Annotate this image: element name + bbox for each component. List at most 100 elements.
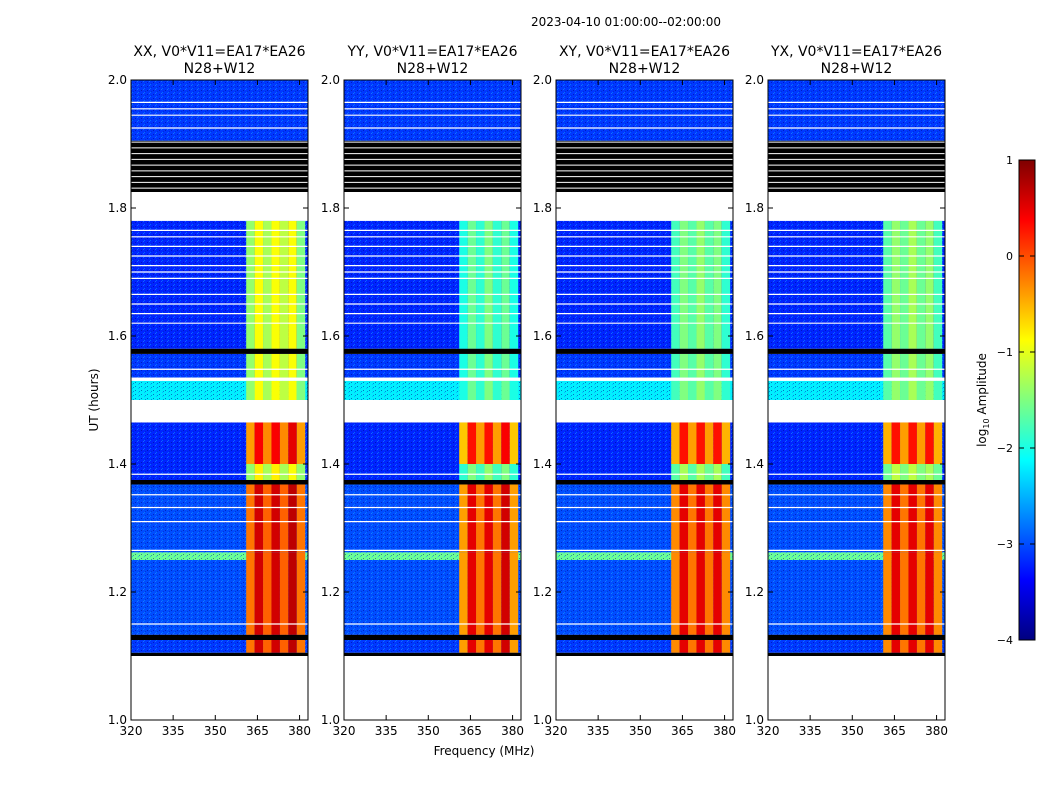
- x-tick-label: 320: [757, 724, 780, 738]
- rfi-band: [704, 380, 714, 400]
- flagged-region: [768, 652, 945, 656]
- panel-plot-area: [344, 80, 521, 720]
- rfi-band: [484, 422, 493, 464]
- rfi-band: [296, 552, 306, 560]
- rfi-band: [696, 220, 705, 349]
- rfi-band: [688, 552, 697, 560]
- flagged-region: [556, 652, 733, 656]
- rfi-band: [279, 560, 289, 635]
- rfi-band: [246, 640, 255, 653]
- y-tick-label: 1.4: [533, 457, 552, 471]
- rfi-band: [925, 484, 934, 553]
- flagged-region: [344, 480, 521, 485]
- panel-subtitle: N28+W12: [397, 61, 469, 77]
- rfi-band: [271, 640, 280, 653]
- rfi-band: [679, 484, 689, 553]
- rfi-band: [916, 380, 926, 400]
- rfi-band: [713, 560, 722, 635]
- x-axis-label: Frequency (MHz): [434, 744, 535, 758]
- x-tick-label: 335: [375, 724, 398, 738]
- rfi-band: [271, 484, 280, 553]
- rfi-band: [467, 640, 477, 653]
- flagged-region: [131, 348, 308, 354]
- rfi-band: [721, 220, 731, 349]
- rfi-band: [900, 220, 909, 349]
- rfi-band: [933, 560, 943, 635]
- panel-plot-area: [131, 80, 308, 720]
- rfi-band: [671, 353, 680, 378]
- heatmap-noise: [768, 80, 945, 141]
- y-tick-label: 1.8: [533, 201, 552, 215]
- flagged-region: [556, 348, 733, 354]
- rfi-band: [288, 464, 297, 480]
- rfi-band: [883, 220, 892, 349]
- colorbar-tick-label: −1: [997, 346, 1013, 359]
- rfi-band: [467, 422, 477, 464]
- rfi-band: [688, 380, 697, 400]
- rfi-band: [492, 560, 502, 635]
- rfi-band: [900, 560, 909, 635]
- rfi-band: [271, 353, 280, 378]
- flagged-region: [131, 652, 308, 656]
- heatmap-noise: [344, 552, 521, 560]
- rfi-band: [492, 380, 502, 400]
- rfi-band: [271, 560, 280, 635]
- rfi-band: [704, 220, 714, 349]
- rfi-band: [296, 560, 306, 635]
- rfi-band: [679, 353, 689, 378]
- x-tick-label: 335: [162, 724, 185, 738]
- rfi-band: [688, 484, 697, 553]
- rfi-band: [476, 380, 485, 400]
- flagged-region: [768, 634, 945, 640]
- flagged-region: [131, 140, 308, 192]
- rfi-band: [916, 484, 926, 553]
- rfi-band: [501, 353, 510, 378]
- colorbar-label: log10 Amplitude: [975, 353, 991, 447]
- rfi-band: [254, 220, 264, 349]
- rfi-band: [509, 464, 519, 480]
- heatmap-noise: [556, 552, 733, 560]
- rfi-band: [296, 220, 306, 349]
- rfi-band: [891, 220, 901, 349]
- rfi-band: [288, 640, 297, 653]
- rfi-band: [263, 464, 272, 480]
- rfi-band: [484, 552, 493, 560]
- no-data-region: [556, 400, 733, 423]
- rfi-band: [688, 220, 697, 349]
- rfi-band: [704, 422, 714, 464]
- rfi-band: [696, 552, 705, 560]
- rfi-band: [900, 484, 909, 553]
- rfi-band: [296, 464, 306, 480]
- heatmap-noise: [768, 552, 945, 560]
- panel-subtitle: N28+W12: [184, 61, 256, 77]
- rfi-band: [688, 560, 697, 635]
- panel-title: YX, V0*V11=EA17*EA26: [770, 44, 942, 60]
- rfi-band: [296, 422, 306, 464]
- rfi-band: [679, 380, 689, 400]
- panel-plot-area: [768, 80, 945, 720]
- no-data-region: [131, 400, 308, 423]
- rfi-band: [933, 422, 943, 464]
- rfi-band: [721, 422, 731, 464]
- rfi-band: [271, 220, 280, 349]
- y-tick-label: 1.8: [321, 201, 340, 215]
- rfi-band: [679, 552, 689, 560]
- rfi-band: [704, 640, 714, 653]
- rfi-band: [279, 484, 289, 553]
- rfi-band: [296, 640, 306, 653]
- rfi-band: [509, 560, 519, 635]
- rfi-band: [721, 353, 731, 378]
- no-data-region: [768, 195, 945, 221]
- colorbar-tick-label: −2: [997, 442, 1013, 455]
- rfi-band: [263, 552, 272, 560]
- rfi-band: [279, 464, 289, 480]
- rfi-band: [696, 380, 705, 400]
- rfi-band: [908, 380, 917, 400]
- rfi-band: [288, 220, 297, 349]
- rfi-band: [246, 220, 255, 349]
- rfi-band: [288, 380, 297, 400]
- rfi-band: [696, 484, 705, 553]
- rfi-band: [476, 560, 485, 635]
- rfi-band: [883, 560, 892, 635]
- rfi-band: [263, 220, 272, 349]
